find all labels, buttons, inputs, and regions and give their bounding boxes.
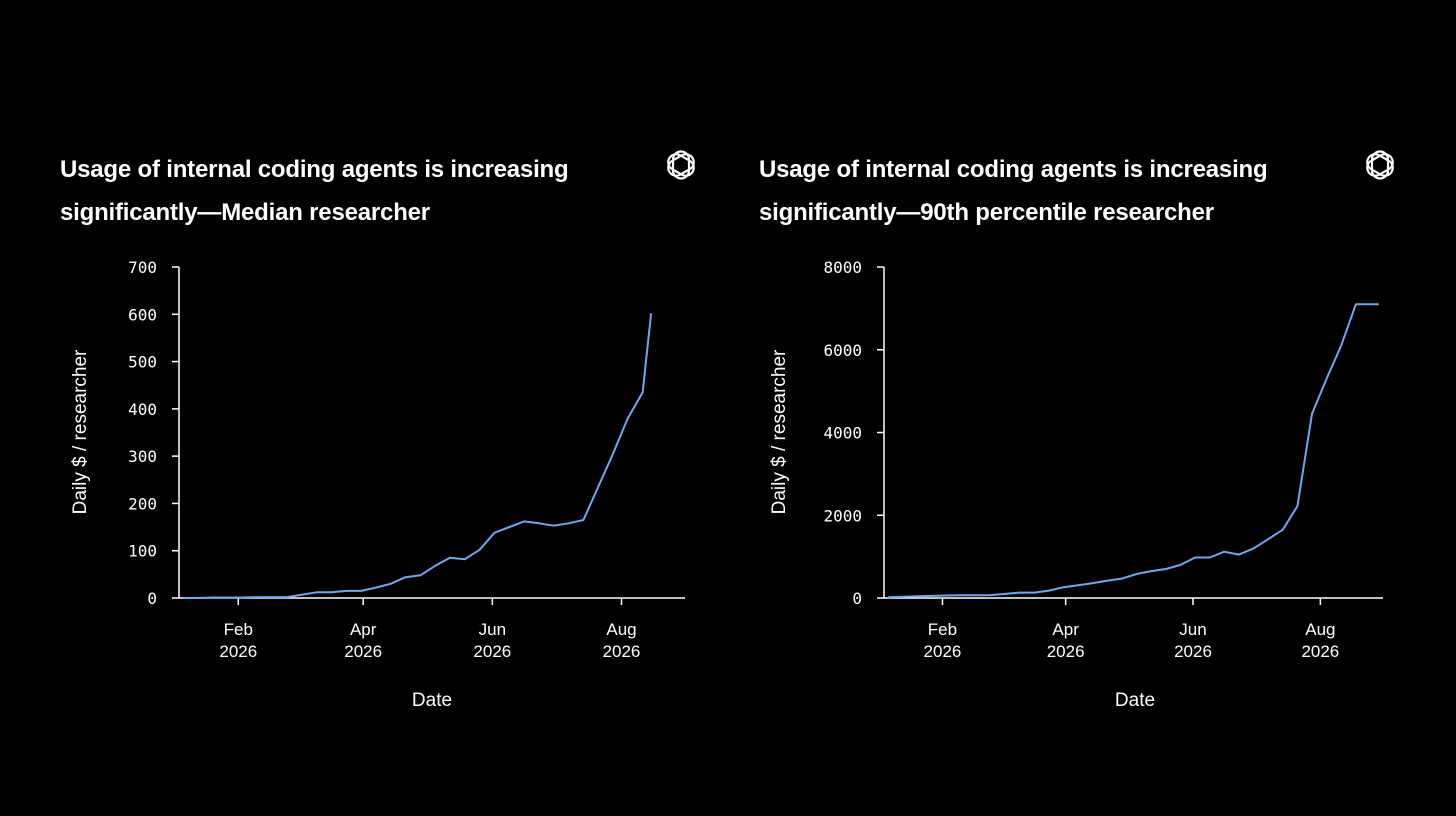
x-tick-label: 2026 [1047, 642, 1085, 661]
y-tick-label: 6000 [823, 341, 862, 360]
x-tick-label: 2026 [603, 642, 641, 661]
y-tick-label: 500 [128, 353, 157, 372]
y-axis-ticks: 0 2000 4000 6000 8000 [823, 258, 884, 608]
chart-panel-90th-percentile: Usage of internal coding agents is incre… [755, 140, 1405, 730]
y-tick-label: 100 [128, 542, 157, 561]
openai-logo-icon [1362, 147, 1398, 183]
y-tick-label: 600 [128, 305, 157, 324]
y-tick-label: 4000 [823, 424, 862, 443]
x-axis-ticks: Feb 2026 Apr 2026 Jun 2026 Aug 2026 [219, 598, 640, 661]
y-tick-label: 0 [852, 589, 862, 608]
line-chart-median: 0 100 200 300 400 500 600 700 Feb 2026 Apr 2026 Jun… [70, 258, 685, 711]
x-axis-ticks: Feb 2026 Apr 2026 Jun 2026 Aug 2026 [924, 598, 1339, 661]
y-tick-label: 2000 [823, 506, 862, 525]
chart-panel-median: Usage of internal coding agents is incre… [56, 140, 706, 730]
line-chart-90th-percentile: 0 2000 4000 6000 8000 Feb 2026 Apr 2026 Jun 2026 A… [769, 258, 1383, 711]
x-tick-label: Apr [350, 620, 377, 639]
x-tick-label: Feb [928, 620, 957, 639]
x-tick-label: 2026 [219, 642, 257, 661]
chart-title: Usage of internal coding agents is incre… [759, 156, 1268, 226]
x-tick-label: 2026 [473, 642, 511, 661]
y-tick-label: 200 [128, 494, 157, 513]
y-tick-label: 300 [128, 447, 157, 466]
series-line [888, 303, 1379, 599]
series-line [183, 313, 653, 599]
x-tick-label: Jun [1179, 620, 1206, 639]
x-tick-label: Aug [1305, 620, 1335, 639]
y-tick-label: 8000 [823, 258, 862, 277]
y-axis-title: Daily $ / researcher [769, 349, 790, 514]
openai-logo-icon [663, 147, 699, 183]
y-tick-label: 700 [128, 258, 157, 277]
x-tick-label: 2026 [1301, 642, 1339, 661]
x-tick-label: Jun [479, 620, 506, 639]
y-tick-label: 0 [147, 589, 157, 608]
x-tick-label: 2026 [924, 642, 962, 661]
y-tick-label: 400 [128, 400, 157, 419]
x-tick-label: Apr [1052, 620, 1079, 639]
x-tick-label: 2026 [344, 642, 382, 661]
x-tick-label: Aug [606, 620, 636, 639]
chart-title: Usage of internal coding agents is incre… [60, 156, 569, 226]
y-axis-title: Daily $ / researcher [70, 349, 91, 514]
y-axis-ticks: 0 100 200 300 400 500 600 700 [128, 258, 179, 608]
x-axis-title: Date [1115, 690, 1155, 711]
x-axis-title: Date [412, 690, 452, 711]
x-tick-label: Feb [224, 620, 253, 639]
x-tick-label: 2026 [1174, 642, 1212, 661]
